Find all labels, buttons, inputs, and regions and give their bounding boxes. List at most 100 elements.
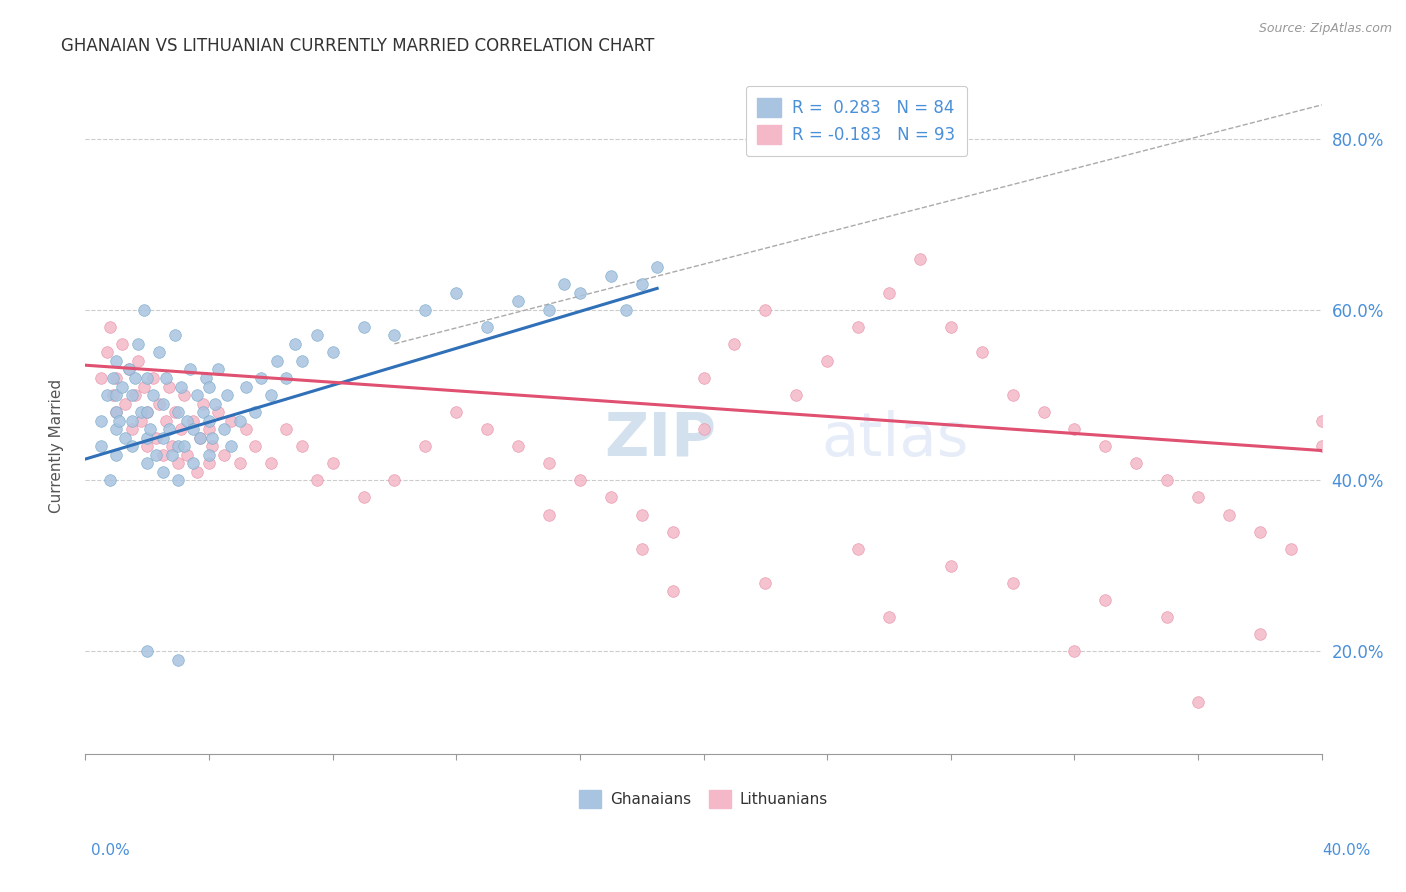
Point — [1310, 414, 1333, 428]
Point — [1218, 508, 1240, 522]
Point — [1001, 388, 1024, 402]
Point — [661, 524, 683, 539]
Point — [152, 465, 174, 479]
Point — [105, 405, 128, 419]
Point — [186, 465, 208, 479]
Point — [98, 474, 121, 488]
Point — [167, 439, 190, 453]
Point — [219, 414, 242, 428]
Point — [124, 388, 146, 402]
Point — [183, 414, 205, 428]
Point — [142, 388, 165, 402]
Point — [235, 422, 257, 436]
Point — [179, 362, 201, 376]
Point — [207, 362, 229, 376]
Point — [245, 405, 267, 419]
Point — [188, 431, 211, 445]
Point — [217, 388, 239, 402]
Point — [970, 345, 993, 359]
Point — [322, 345, 344, 359]
Point — [1001, 575, 1024, 590]
Point — [108, 414, 131, 428]
Point — [1156, 610, 1178, 624]
Point — [139, 422, 162, 436]
Point — [167, 652, 190, 666]
Point — [1310, 439, 1333, 453]
Point — [537, 508, 560, 522]
Point — [353, 491, 375, 505]
Point — [260, 388, 283, 402]
Point — [117, 362, 139, 376]
Point — [105, 388, 128, 402]
Point — [614, 302, 637, 317]
Point — [785, 388, 807, 402]
Point — [167, 456, 190, 470]
Point — [132, 379, 155, 393]
Point — [291, 439, 314, 453]
Point — [630, 277, 652, 292]
Point — [877, 285, 900, 300]
Point — [506, 439, 529, 453]
Point — [846, 541, 869, 556]
Point — [229, 414, 252, 428]
Text: atlas: atlas — [821, 410, 969, 469]
Text: Currently Married: Currently Married — [49, 379, 63, 513]
Point — [114, 396, 136, 410]
Point — [245, 439, 267, 453]
Point — [475, 319, 498, 334]
Point — [183, 422, 205, 436]
Point — [1187, 695, 1209, 709]
Point — [163, 328, 186, 343]
Point — [692, 422, 714, 436]
Point — [136, 439, 159, 453]
Point — [1187, 491, 1209, 505]
Point — [276, 371, 298, 385]
Point — [114, 431, 136, 445]
Point — [1249, 627, 1271, 641]
Point — [173, 388, 195, 402]
Point — [599, 268, 621, 283]
Point — [276, 422, 298, 436]
Point — [145, 431, 167, 445]
Legend: Ghanaians, Lithuanians: Ghanaians, Lithuanians — [574, 784, 834, 814]
Point — [198, 414, 221, 428]
Point — [96, 388, 118, 402]
Point — [152, 396, 174, 410]
Point — [170, 379, 193, 393]
Point — [90, 371, 112, 385]
Point — [599, 491, 621, 505]
Point — [101, 388, 124, 402]
Point — [201, 431, 224, 445]
Point — [754, 302, 776, 317]
Point — [1249, 524, 1271, 539]
Point — [415, 302, 437, 317]
Point — [201, 439, 224, 453]
Point — [167, 474, 190, 488]
Point — [117, 362, 139, 376]
Point — [877, 610, 900, 624]
Point — [157, 422, 180, 436]
Point — [152, 448, 174, 462]
Point — [160, 448, 183, 462]
Point — [105, 354, 128, 368]
Text: ZIP: ZIP — [605, 410, 717, 469]
Point — [353, 319, 375, 334]
Point — [1094, 593, 1116, 607]
Point — [307, 328, 329, 343]
Point — [136, 405, 159, 419]
Point — [101, 371, 124, 385]
Point — [173, 439, 195, 453]
Point — [661, 584, 683, 599]
Point — [198, 448, 221, 462]
Point — [723, 336, 745, 351]
Point — [553, 277, 575, 292]
Point — [105, 405, 128, 419]
Point — [235, 379, 257, 393]
Point — [444, 285, 467, 300]
Point — [155, 414, 177, 428]
Point — [136, 456, 159, 470]
Point — [155, 371, 177, 385]
Point — [129, 414, 152, 428]
Point — [692, 371, 714, 385]
Point — [105, 448, 128, 462]
